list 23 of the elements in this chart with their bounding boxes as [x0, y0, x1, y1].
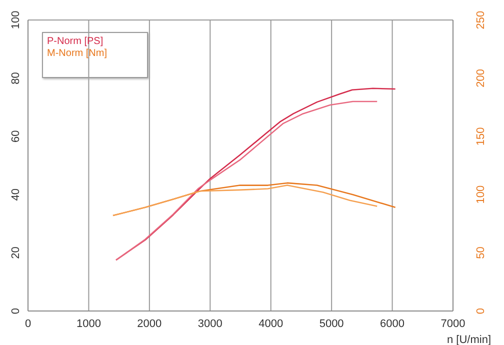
x-tick-label: 0 [24, 318, 32, 330]
y2-tick-label: 200 [475, 69, 487, 88]
text: M-Norm [Nm] [47, 48, 108, 60]
y-tick-label: 40 [10, 188, 22, 201]
x-tick-label: 5000 [319, 318, 344, 330]
y2-tick-label: 50 [475, 246, 487, 259]
x-tick-label: 6000 [380, 318, 405, 330]
x-tick-label: 7000 [440, 318, 466, 330]
y-tick-label: 60 [10, 130, 22, 143]
y2-tick-label: 0 [475, 308, 487, 314]
x-tick-label: 3000 [198, 318, 222, 330]
text: P-Norm [PS] [47, 36, 104, 48]
y-tick-label: 80 [10, 72, 22, 84]
y-tick-label: 20 [10, 246, 22, 259]
x-axis-title: n [U/min] [446, 334, 491, 345]
x-tick-label: 2000 [137, 318, 162, 330]
y2-tick-label: 100 [475, 185, 487, 204]
x-tick-label: 1000 [76, 318, 101, 330]
y2-tick-label: 250 [475, 10, 487, 30]
y-tick-label: 0 [10, 308, 22, 314]
y2-tick-label: 150 [475, 127, 487, 146]
x-tick-label: 4000 [258, 318, 284, 330]
y-tick-label: 100 [10, 10, 22, 30]
